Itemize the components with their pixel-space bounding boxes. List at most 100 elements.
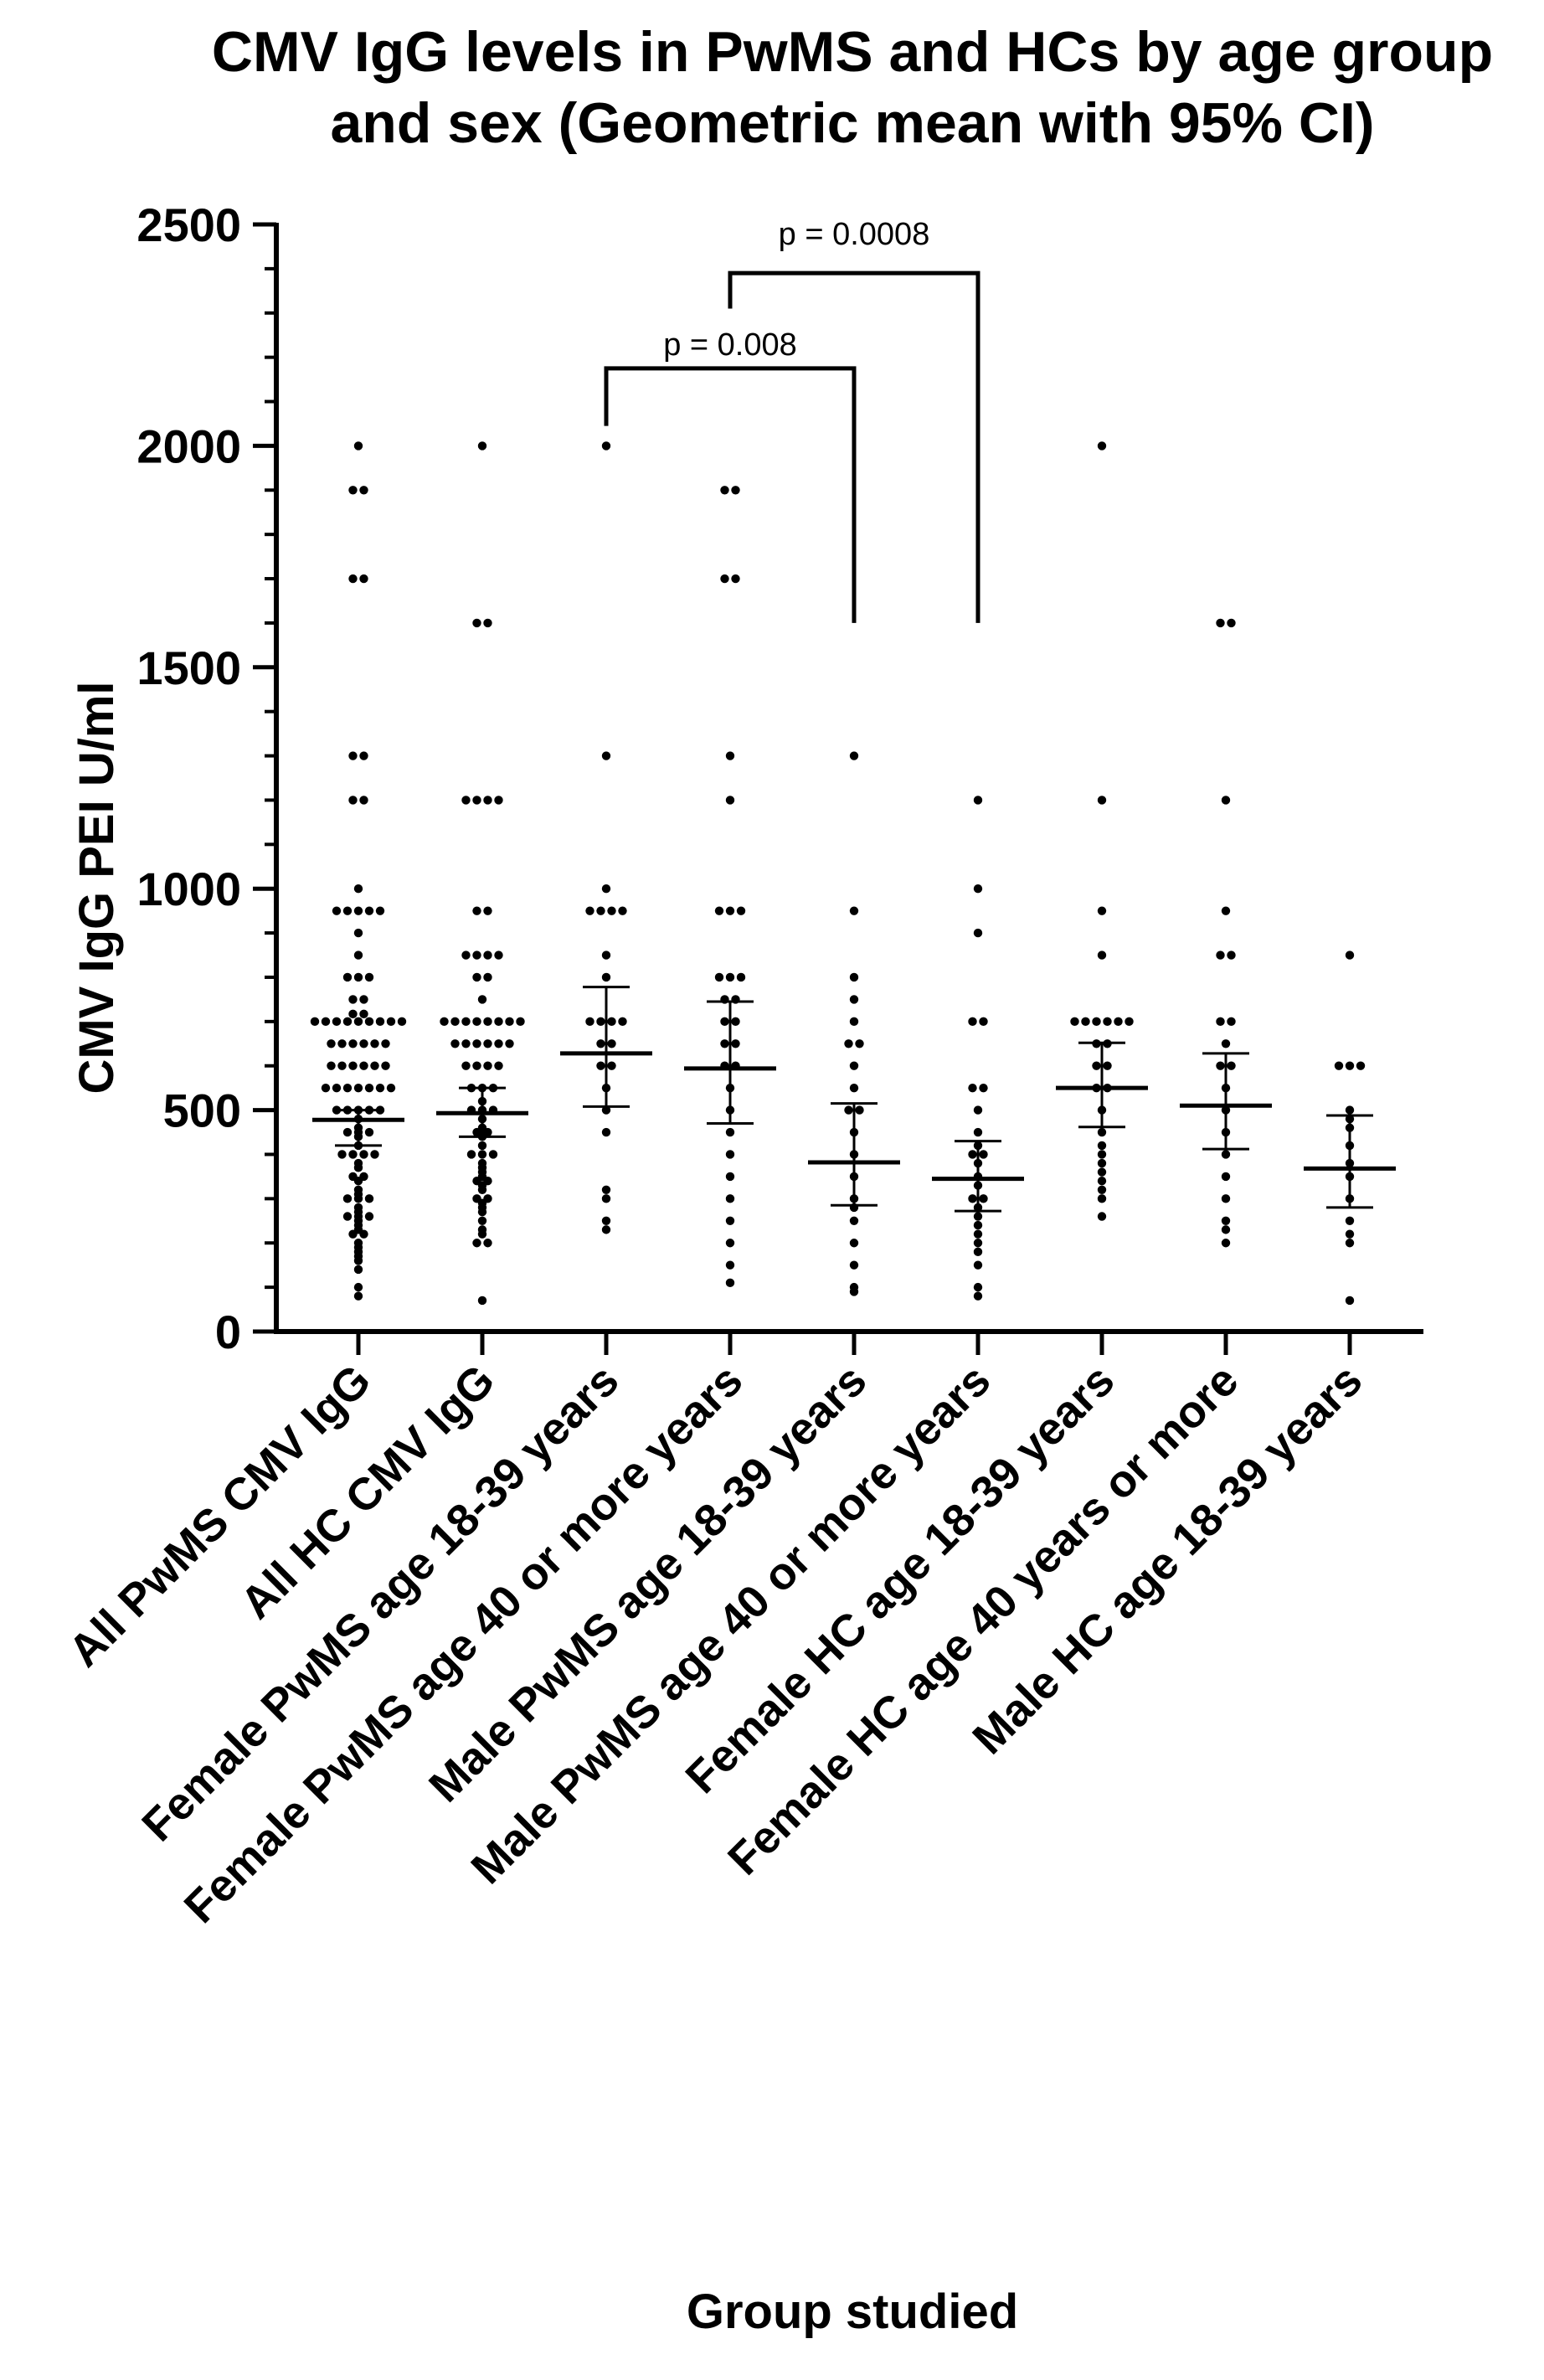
- data-point: [725, 1239, 735, 1248]
- data-point: [1221, 1150, 1231, 1159]
- data-point: [353, 1158, 363, 1168]
- data-point: [720, 574, 729, 584]
- data-point: [973, 1220, 983, 1230]
- data-point: [1070, 1017, 1079, 1027]
- data-point: [1345, 1239, 1355, 1248]
- data-point: [348, 751, 358, 760]
- axes: [274, 223, 1423, 1334]
- data-point: [348, 1039, 358, 1048]
- data-point: [359, 574, 368, 584]
- data-point: [364, 1194, 374, 1203]
- data-point: [477, 441, 487, 451]
- data-point: [1221, 1039, 1231, 1048]
- data-point: [321, 1017, 331, 1027]
- data-point: [1345, 1296, 1355, 1306]
- data-point: [353, 1291, 363, 1301]
- chart-title-line-1: CMV IgG levels in PwMS and HCs by age gr…: [212, 20, 1493, 84]
- significance-annotations: p = 0.008 p = 0.0008: [604, 217, 980, 623]
- data-point: [359, 1061, 368, 1070]
- data-point: [973, 1127, 983, 1137]
- data-point: [450, 1017, 460, 1027]
- data-point: [461, 1039, 471, 1048]
- data-point: [601, 972, 611, 982]
- data-point: [607, 1039, 616, 1048]
- data-point: [348, 1172, 358, 1182]
- data-point: [1345, 950, 1355, 960]
- data-point: [596, 906, 605, 915]
- data-point: [725, 1127, 735, 1137]
- data-point: [1097, 1141, 1107, 1151]
- data-point: [979, 1017, 988, 1027]
- data-point: [461, 796, 471, 805]
- data-point: [1216, 1061, 1225, 1070]
- data-point: [1221, 1194, 1231, 1203]
- data-point: [483, 796, 492, 805]
- data-point: [472, 1239, 481, 1248]
- data-point: [494, 1017, 503, 1027]
- data-point: [731, 1039, 740, 1048]
- data-point: [364, 972, 374, 982]
- data-point: [353, 950, 363, 960]
- data-point: [731, 486, 740, 495]
- data-point: [849, 1260, 859, 1270]
- data-point: [505, 1039, 514, 1048]
- data-point: [359, 1009, 368, 1019]
- data-point: [585, 1017, 594, 1027]
- data-point: [353, 1017, 363, 1027]
- data-point: [472, 796, 481, 805]
- data-point: [720, 1039, 729, 1048]
- data-point: [381, 1061, 390, 1070]
- data-point: [370, 1039, 379, 1048]
- data-point: [472, 1061, 481, 1070]
- data-point: [353, 884, 363, 894]
- data-point: [332, 906, 342, 915]
- data-point: [353, 1239, 363, 1248]
- data-point: [1221, 1239, 1231, 1248]
- data-point: [1097, 950, 1107, 960]
- data-point: [1227, 618, 1236, 628]
- data-point: [968, 1194, 977, 1203]
- data-point: [844, 1105, 853, 1115]
- data-point: [731, 574, 740, 584]
- data-point: [1345, 1105, 1355, 1115]
- data-point: [1125, 1017, 1134, 1027]
- data-point: [973, 1105, 983, 1115]
- data-point: [849, 1083, 859, 1093]
- data-point: [477, 1150, 487, 1159]
- data-point: [1227, 950, 1236, 960]
- data-point: [327, 1061, 336, 1070]
- data-point: [973, 884, 983, 894]
- data-point: [483, 1194, 492, 1203]
- data-point: [348, 995, 358, 1004]
- data-point: [968, 1017, 977, 1027]
- data-point: [483, 1017, 492, 1027]
- data-point: [364, 1083, 374, 1093]
- y-tick-label: 1000: [136, 863, 241, 915]
- data-point: [973, 1291, 983, 1301]
- data-point: [494, 1039, 503, 1048]
- data-point: [736, 906, 746, 915]
- data-point: [1103, 1061, 1112, 1070]
- data-point: [601, 441, 611, 451]
- data-point: [386, 1017, 396, 1027]
- data-point: [342, 1017, 353, 1027]
- data-point: [1092, 1017, 1101, 1027]
- data-point: [359, 995, 368, 1004]
- significance-bracket: [604, 366, 857, 623]
- data-point: [849, 1017, 859, 1027]
- data-point: [968, 1083, 977, 1093]
- data-point: [375, 906, 385, 915]
- y-tick-label: 2000: [136, 420, 241, 472]
- data-point: [516, 1017, 525, 1027]
- data-point: [327, 1039, 336, 1048]
- data-point: [725, 1172, 735, 1182]
- y-ticks: 0 500 1000 1500 2000 2500: [136, 198, 276, 1358]
- data-point: [736, 972, 746, 982]
- data-point: [342, 1083, 353, 1093]
- data-point: [483, 1061, 492, 1070]
- y-tick-label: 2500: [136, 198, 241, 251]
- data-point: [505, 1017, 514, 1027]
- data-point: [720, 486, 729, 495]
- data-point: [1216, 618, 1225, 628]
